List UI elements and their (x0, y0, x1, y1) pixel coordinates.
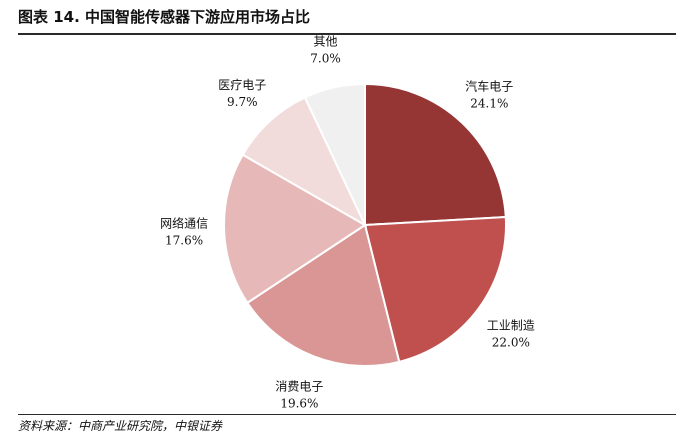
pie-slice-1 (363, 215, 507, 364)
slice-label-value: 17.6% (165, 234, 203, 248)
source-rule (18, 414, 676, 415)
pie-slice-5 (303, 82, 366, 226)
title-rule (18, 33, 676, 35)
slice-label-value: 19.6% (280, 397, 318, 411)
slice-label-value: 7.0% (310, 51, 341, 65)
slice-label-value: 22.0% (492, 335, 530, 349)
slice-label-name: 汽车电子 (465, 78, 513, 93)
slice-label-name: 工业制造 (487, 318, 535, 332)
slice-label-name: 医疗电子 (218, 78, 266, 92)
pie-slices (223, 82, 507, 367)
slice-label-name: 网络通信 (160, 216, 208, 231)
chart-title: 图表 14. 中国智能传感器下游应用市场占比 (18, 8, 311, 26)
slice-label-value: 24.1% (470, 96, 508, 110)
pie-labels: 汽车电子 24.1% 工业制造 22.0% 消费电子 19.6% 网络通信 17.6% 医疗电子… (160, 34, 535, 410)
source-note: 资料来源：中商产业研究院，中银证券 (18, 419, 223, 433)
pie-slice-2 (246, 223, 401, 367)
slice-label-name: 消费电子 (275, 380, 323, 394)
slice-label-name: 其他 (313, 34, 337, 48)
pie-slice-3 (223, 153, 367, 305)
pie-slice-0 (364, 82, 507, 227)
slice-label-value: 9.7% (227, 95, 258, 109)
pie-slice-4 (241, 96, 368, 228)
